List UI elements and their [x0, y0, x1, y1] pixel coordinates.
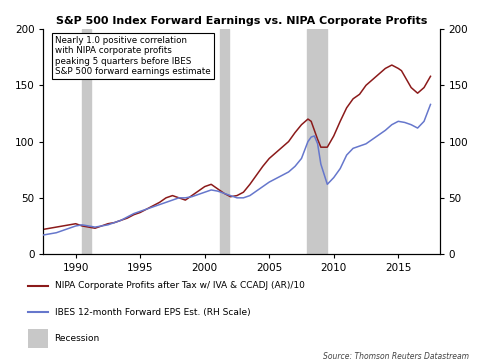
- Text: Source: Thomson Reuters Datastream: Source: Thomson Reuters Datastream: [323, 352, 469, 361]
- Text: Nearly 1.0 positive correlation
with NIPA corporate profits
peaking 5 quarters b: Nearly 1.0 positive correlation with NIP…: [56, 36, 211, 76]
- Bar: [82, 29, 91, 254]
- Bar: [220, 29, 228, 254]
- Text: NIPA Corporate Profits after Tax w/ IVA & CCADJ (AR)/10: NIPA Corporate Profits after Tax w/ IVA …: [55, 281, 304, 290]
- Bar: [307, 29, 327, 254]
- FancyBboxPatch shape: [28, 329, 48, 348]
- Text: Recession: Recession: [55, 334, 100, 343]
- Text: IBES 12-month Forward EPS Est. (RH Scale): IBES 12-month Forward EPS Est. (RH Scale…: [55, 308, 250, 317]
- Text: S&P 500 Index Forward Earnings vs. NIPA Corporate Profits: S&P 500 Index Forward Earnings vs. NIPA …: [56, 16, 427, 26]
